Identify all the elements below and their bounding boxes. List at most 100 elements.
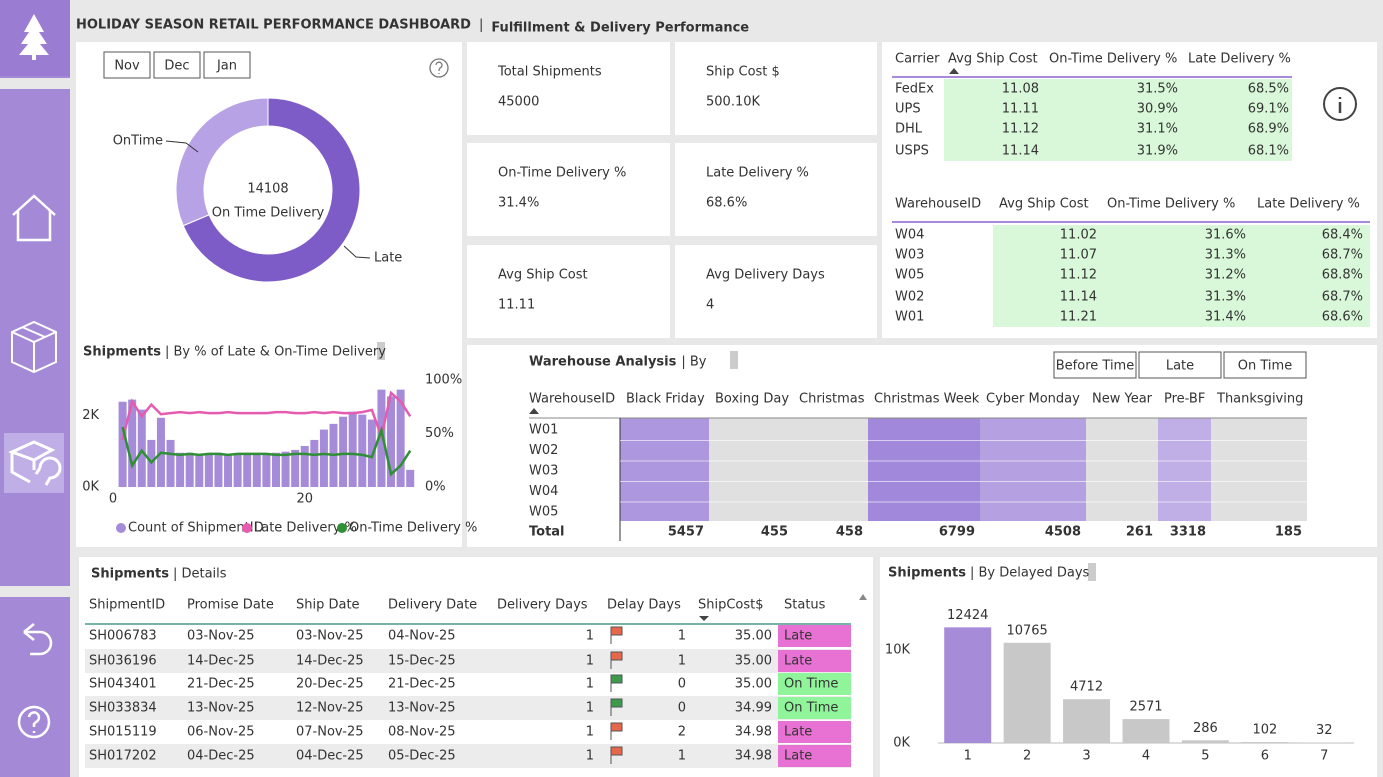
column-header: ShipCost$ xyxy=(698,598,764,613)
cell: 1 xyxy=(586,725,594,740)
toggle-button[interactable] xyxy=(1223,351,1307,379)
scroll-arrow[interactable] xyxy=(859,594,867,600)
cell: SH033834 xyxy=(89,701,157,716)
filter-button[interactable] xyxy=(203,51,251,79)
row-label: W04 xyxy=(529,484,558,499)
bar xyxy=(224,454,233,487)
column-header: Avg Ship Cost xyxy=(948,52,1038,67)
cell: 04-Nov-25 xyxy=(388,629,456,644)
status-cell xyxy=(778,697,851,719)
column-header: Delivery Days xyxy=(497,598,588,613)
row-band xyxy=(85,649,851,673)
cell: 1 xyxy=(586,749,594,764)
kpi-value: 45000 xyxy=(498,95,539,110)
data-label: 102 xyxy=(1252,723,1277,738)
row-label: FedEx xyxy=(895,82,934,97)
kpi-card xyxy=(675,143,877,236)
bar xyxy=(1003,642,1051,743)
x-tick-label: 0 xyxy=(109,492,117,507)
cell: 12-Nov-25 xyxy=(296,701,364,716)
kpi-card xyxy=(675,245,877,338)
cell-shading xyxy=(944,79,1292,161)
cell: 68.7% xyxy=(1322,248,1363,263)
sidebar xyxy=(0,0,70,777)
matrix-subtitle: | By xyxy=(681,355,706,370)
info-button[interactable] xyxy=(1323,87,1357,121)
row-label: W04 xyxy=(895,228,924,243)
status-cell xyxy=(778,673,851,695)
cell: 31.1% xyxy=(1137,122,1178,137)
column-header: Avg Ship Cost xyxy=(999,197,1089,212)
kpi-label: Avg Delivery Days xyxy=(706,268,825,283)
donut-slice xyxy=(182,97,361,283)
cell: 03-Nov-25 xyxy=(296,629,364,644)
column-header: WarehouseID xyxy=(529,392,615,407)
back-icon[interactable] xyxy=(23,623,53,656)
cell: Late xyxy=(784,654,812,669)
flag-icon xyxy=(610,698,623,716)
kpi-card xyxy=(467,42,670,135)
cell: 1 xyxy=(678,629,686,644)
box-icon[interactable] xyxy=(11,320,57,374)
sort-arrow xyxy=(699,616,709,621)
cell: SH017202 xyxy=(89,749,157,764)
total-value: 6799 xyxy=(939,525,975,540)
toggle-label: On Time xyxy=(1238,359,1292,374)
kpi-label: On-Time Delivery % xyxy=(498,166,626,181)
center-value: 14108 xyxy=(247,182,288,197)
cell: 35.00 xyxy=(735,677,772,692)
toggle-button[interactable] xyxy=(1053,351,1137,379)
bar xyxy=(118,401,127,487)
sort-arrow xyxy=(529,408,539,414)
bar xyxy=(176,452,185,487)
legend-label: Count of ShipmentID xyxy=(128,521,264,536)
cell: 14-Dec-25 xyxy=(187,654,255,669)
cell: 34.98 xyxy=(735,749,772,764)
kpi-value: 31.4% xyxy=(498,196,539,211)
leader-line xyxy=(165,140,199,153)
home-icon[interactable] xyxy=(12,194,56,242)
filter-button[interactable] xyxy=(103,51,151,79)
bar xyxy=(406,469,415,487)
table-title: Shipments xyxy=(91,567,169,582)
cell: 20-Dec-25 xyxy=(296,677,364,692)
kpi-value: 4 xyxy=(706,298,714,313)
cell: 68.8% xyxy=(1322,268,1363,283)
kpi-label: Ship Cost $ xyxy=(706,65,780,80)
flag-icon xyxy=(610,746,623,764)
return-icon xyxy=(8,440,62,486)
chart-subtitle: | By Delayed Days xyxy=(970,566,1090,581)
cell: 11.08 xyxy=(1002,82,1039,97)
x-tick-label: 20 xyxy=(296,492,313,507)
cell: 1 xyxy=(678,749,686,764)
total-value: 261 xyxy=(1126,525,1153,540)
heat-column xyxy=(980,418,1086,521)
cell: 30.9% xyxy=(1137,102,1178,117)
matrix-title: Warehouse Analysis xyxy=(529,355,677,370)
sidebar-gap xyxy=(0,78,70,89)
cell-shading xyxy=(993,225,1370,327)
column-header: Status xyxy=(784,598,826,613)
heat-column xyxy=(868,418,980,521)
cell: Late xyxy=(784,725,812,740)
bar xyxy=(291,449,300,487)
heat-column xyxy=(1086,418,1158,521)
y-tick-label: 10K xyxy=(885,642,911,657)
filter-button[interactable] xyxy=(153,51,201,79)
status-cell xyxy=(778,650,851,672)
bar xyxy=(262,454,271,487)
cell: 68.7% xyxy=(1322,290,1363,305)
x-tick-label: 7 xyxy=(1320,749,1328,764)
toggle-button[interactable] xyxy=(1138,351,1222,379)
chart-subtitle: | By % of Late & On-Time Delivery xyxy=(165,345,386,360)
bar xyxy=(1122,719,1170,743)
column-header: Delivery Date xyxy=(388,598,477,613)
column-header: WarehouseID xyxy=(895,197,981,212)
sidebar-gap xyxy=(0,586,70,597)
total-value: 5457 xyxy=(668,525,704,540)
y-tick-label: 0K xyxy=(893,736,910,751)
column-header: Delay Days xyxy=(607,598,681,613)
cell: 11.21 xyxy=(1060,310,1097,325)
help-button[interactable] xyxy=(429,58,449,78)
help-icon[interactable] xyxy=(17,705,51,739)
